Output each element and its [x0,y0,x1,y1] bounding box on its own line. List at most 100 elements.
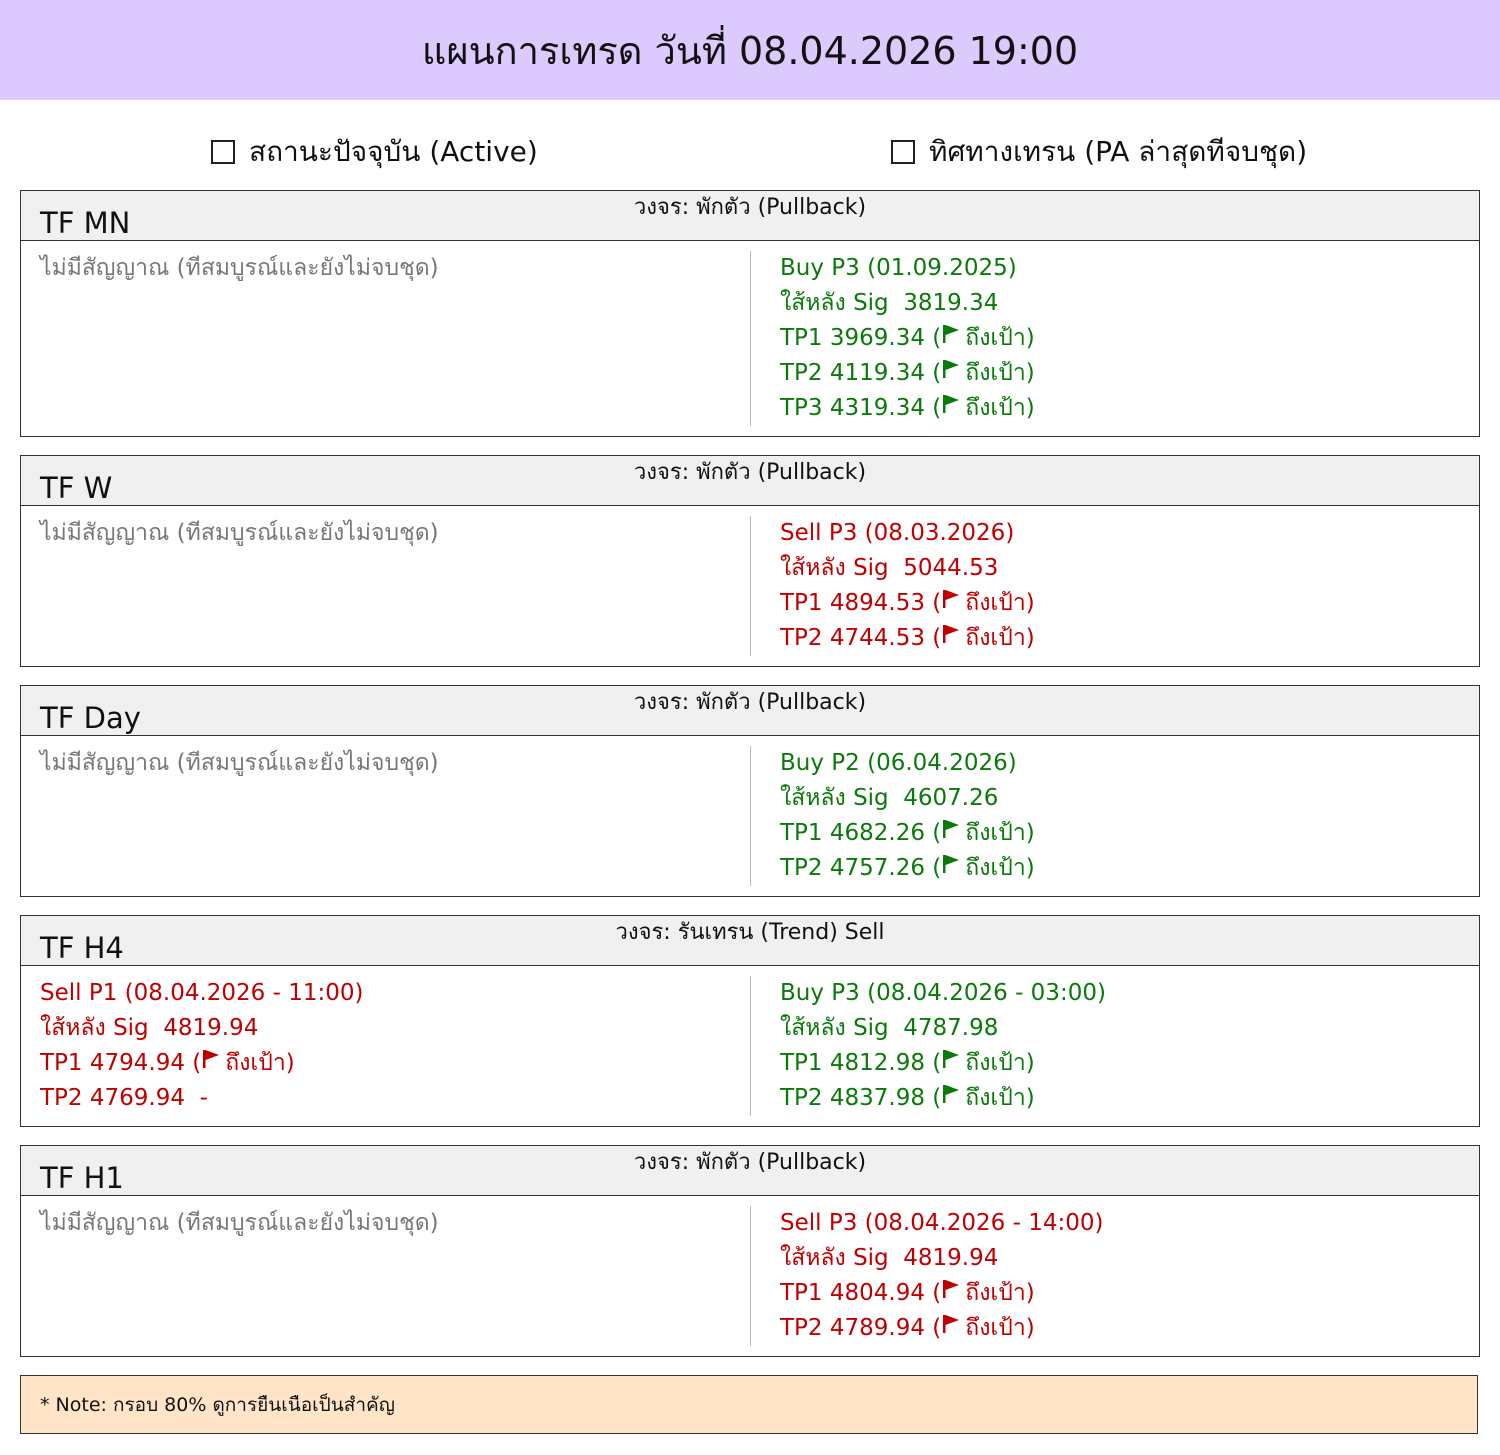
flag-icon [943,820,960,838]
flag-icon [943,395,960,413]
signal-text: Sell P3 (08.04.2026 - 14:00) [780,1210,1104,1236]
timeframe-label: TF W [40,471,113,505]
target-status: ถึงเป้า) [965,1315,1035,1341]
section-header: วงจร: รันเทรน (Trend) Sell TF H4 [21,916,1479,966]
signal-text: ใส้หลัง Sig 4787.98 [780,1015,999,1041]
flag-icon [943,625,960,643]
timeframe-section: วงจร: พักตัว (Pullback) TF MN ไม่มีสัญญาณ … [20,190,1480,437]
signal-line: ไม่มีสัญญาณ (ทีสมบูรณ์และยังไม่จบชุด) [40,746,750,781]
signal-text: ไม่มีสัญญาณ (ทีสมบูรณ์และยังไม่จบชุด) [40,255,439,281]
target-status: ถึงเป้า) [965,590,1035,616]
signal-line: TP1 4682.26 ( ถึงเป้า) [780,816,1479,851]
signal-line: ใส้หลัง Sig 3819.34 [780,286,1479,321]
signal-line: TP2 4119.34 (ถึงเป้า) [780,356,1479,391]
signal-line: ไม่มีสัญญาณ (ทีสมบูรณ์และยังไม่จบชุด) [40,251,750,286]
active-status-label: สถานะปัจจุบัน (Active) [249,135,538,168]
target-status: ถึงเป้า) [965,1280,1035,1306]
signal-text: TP1 3969.34 ( [780,325,942,351]
target-status: ถึงเป้า) [965,360,1035,386]
signal-line: Sell P3 (08.04.2026 - 14:00) [780,1206,1479,1241]
page-title: แผนการเทรด วันที่ 08.04.2026 19:00 [421,28,1079,73]
target-status: ถึงเป้า) [965,325,1035,351]
signal-text: TP1 4894.53 ( [780,590,942,616]
target-status: ถึงเป้า) [965,395,1035,421]
section-body: ไม่มีสัญญาณ (ทีสมบูรณ์และยังไม่จบชุด) Buy… [21,241,1479,436]
timeframe-section: วงจร: พักตัว (Pullback) TF Day ไม่มีสัญญาณ… [20,685,1480,897]
active-column: Sell P1 (08.04.2026 - 11:00) ใส้หลัง Sig … [21,976,750,1116]
section-body: ไม่มีสัญญาณ (ทีสมบูรณ์และยังไม่จบชุด) Sel… [21,1196,1479,1356]
flag-icon [943,855,960,873]
timeframe-section: วงจร: พักตัว (Pullback) TF W ไม่มีสัญญาณ (… [20,455,1480,667]
signal-line: Sell P1 (08.04.2026 - 11:00) [40,976,750,1011]
target-status: ถึงเป้า) [225,1050,295,1076]
note-box: * Note: กรอบ 80% ดูการยืนเนือเป็นสำคัญ [20,1375,1478,1434]
section-header: วงจร: พักตัว (Pullback) TF W [21,456,1479,506]
signal-text: TP3 4319.34 ( [780,395,942,421]
signal-line: TP1 4794.94 ( ถึงเป้า) [40,1046,750,1081]
signal-line: TP1 4812.98 (ถึงเป้า) [780,1046,1479,1081]
flag-icon [943,325,960,343]
signal-text: TP2 4757.26 ( [780,855,942,881]
signal-text: TP1 4682.26 ( [780,820,942,846]
signal-line: ใส้หลัง Sig 4607.26 [780,781,1479,816]
signal-line: TP1 4894.53 ( ถึงเป้า) [780,586,1479,621]
page-header: แผนการเทรด วันที่ 08.04.2026 19:00 [0,0,1500,100]
checkbox-icon [891,140,915,164]
section-body: ไม่มีสัญญาณ (ทีสมบูรณ์และยังไม่จบชุด) Sel… [21,506,1479,666]
signal-text: Sell P1 (08.04.2026 - 11:00) [40,980,364,1006]
signal-text: Sell P3 (08.03.2026) [780,520,1015,546]
signal-text: ใส้หลัง Sig 4819.94 [40,1015,259,1041]
timeframe-section: วงจร: พักตัว (Pullback) TF H1 ไม่มีสัญญาณ … [20,1145,1480,1357]
active-status: สถานะปัจจุบัน (Active) [211,130,538,174]
active-column: ไม่มีสัญญาณ (ทีสมบูรณ์และยังไม่จบชุด) [21,746,750,886]
flag-icon [203,1050,220,1068]
trend-column: Sell P3 (08.03.2026) ใส้หลัง Sig 5044.53 T… [750,516,1479,656]
timeframe-section: วงจร: รันเทรน (Trend) Sell TF H4 Sell P1 (… [20,915,1480,1127]
signal-line: ใส้หลัง Sig 4787.98 [780,1011,1479,1046]
signal-text: Buy P3 (01.09.2025) [780,255,1017,281]
section-body: Sell P1 (08.04.2026 - 11:00) ใส้หลัง Sig … [21,966,1479,1126]
flag-icon [943,1085,960,1103]
timeframe-label: TF H1 [40,1161,124,1195]
flag-icon [943,1315,960,1333]
signal-line: TP3 4319.34 ( ถึงเป้า) [780,391,1479,426]
flag-icon [943,1050,960,1068]
signal-text: ไม่มีสัญญาณ (ทีสมบูรณ์และยังไม่จบชุด) [40,1210,439,1236]
signal-text: ใส้หลัง Sig 5044.53 [780,555,999,581]
signal-text: TP2 4837.98 ( [780,1085,942,1111]
signal-text: ไม่มีสัญญาณ (ทีสมบูรณ์และยังไม่จบชุด) [40,750,439,776]
active-column: ไม่มีสัญญาณ (ทีสมบูรณ์และยังไม่จบชุด) [21,251,750,426]
flag-icon [943,1280,960,1298]
section-header: วงจร: พักตัว (Pullback) TF Day [21,686,1479,736]
active-column: ไม่มีสัญญาณ (ทีสมบูรณ์และยังไม่จบชุด) [21,516,750,656]
target-status: ถึงเป้า) [965,625,1035,651]
signal-text: TP2 4789.94 ( [780,1315,942,1341]
signal-line: ใส้หลัง Sig 4819.94 [40,1011,750,1046]
signal-line: TP1 3969.34 ( ถึงเป้า) [780,321,1479,356]
target-status: ถึงเป้า) [965,1050,1035,1076]
signal-line: ไม่มีสัญญาณ (ทีสมบูรณ์และยังไม่จบชุด) [40,1206,750,1241]
signal-text: TP2 4769.94 - [40,1085,208,1111]
cycle-label: วงจร: รันเทรน (Trend) Sell [615,920,885,945]
signal-line: Buy P3 (01.09.2025) [780,251,1479,286]
status-row: สถานะปัจจุบัน (Active) ทิศทางเทรน (PA ล่… [0,130,1500,176]
section-body: ไม่มีสัญญาณ (ทีสมบูรณ์และยังไม่จบชุด) Buy… [21,736,1479,896]
active-column: ไม่มีสัญญาณ (ทีสมบูรณ์และยังไม่จบชุด) [21,1206,750,1346]
signal-text: Buy P3 (08.04.2026 - 03:00) [780,980,1106,1006]
checkbox-icon [211,140,235,164]
trend-column: Buy P3 (01.09.2025) ใส้หลัง Sig 3819.34 TP… [750,251,1479,426]
signal-text: TP2 4744.53 ( [780,625,942,651]
target-status: ถึงเป้า) [965,1085,1035,1111]
target-status: ถึงเป้า) [965,820,1035,846]
signal-line: TP2 4757.26 (ถึงเป้า) [780,851,1479,886]
signal-line: ไม่มีสัญญาณ (ทีสมบูรณ์และยังไม่จบชุด) [40,516,750,551]
signal-text: ใส้หลัง Sig 4819.94 [780,1245,999,1271]
signal-line: Buy P3 (08.04.2026 - 03:00) [780,976,1479,1011]
signal-text: TP1 4794.94 ( [40,1050,202,1076]
signal-line: TP2 4837.98 ( ถึงเป้า) [780,1081,1479,1116]
signal-text: Buy P2 (06.04.2026) [780,750,1017,776]
timeframe-label: TF MN [40,206,131,240]
signal-line: ใส้หลัง Sig 4819.94 [780,1241,1479,1276]
signal-line: Sell P3 (08.03.2026) [780,516,1479,551]
timeframe-label: TF Day [40,701,141,735]
